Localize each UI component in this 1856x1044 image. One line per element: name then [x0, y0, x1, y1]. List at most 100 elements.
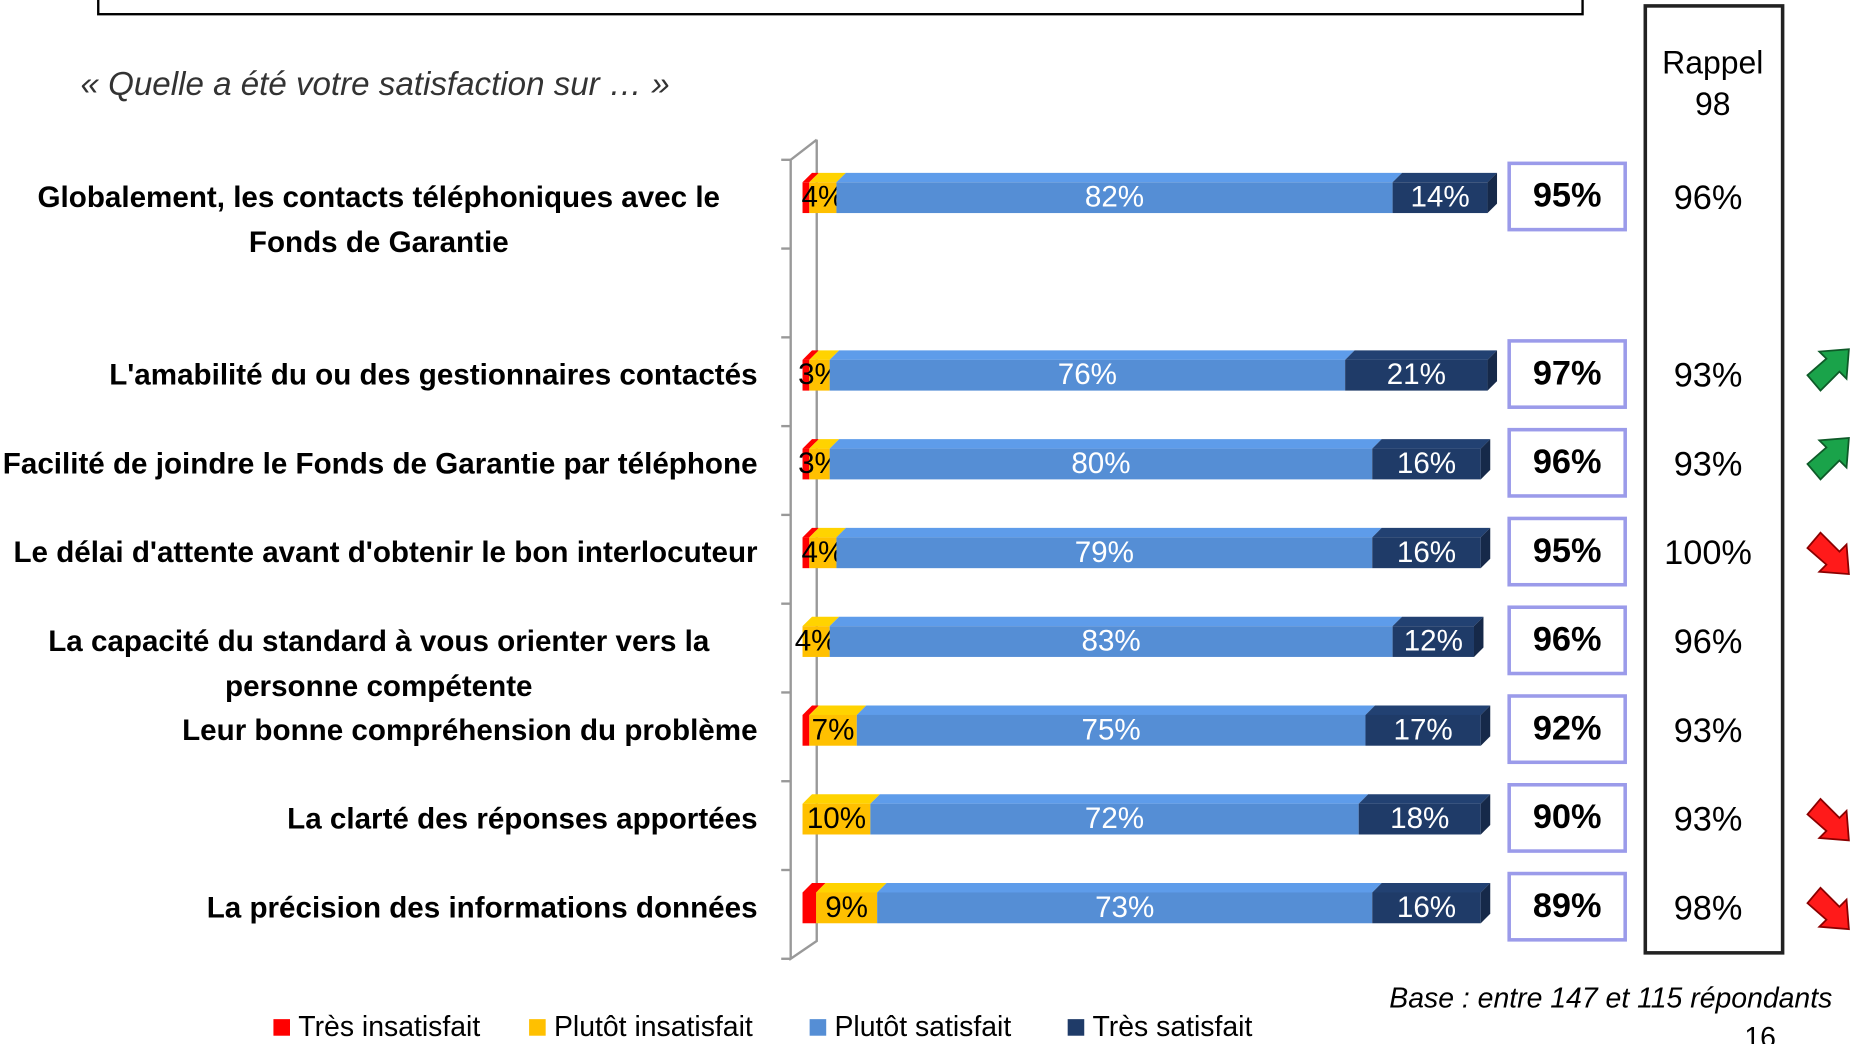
category-label-box: L'amabilité du ou des gestionnaires cont…	[0, 353, 758, 398]
bar-side	[1480, 439, 1491, 480]
bar-top	[809, 527, 846, 538]
bar-top	[1358, 794, 1491, 804]
bar-top	[802, 794, 880, 804]
total-label: 96%	[1533, 443, 1602, 481]
category-label: Globalement, les contacts téléphoniques …	[37, 181, 721, 260]
bar	[1358, 803, 1481, 835]
bar-top	[1372, 883, 1491, 893]
bar-side	[1487, 172, 1498, 214]
category-label-box: Facilité de joindre le Fonds de Garantie…	[3, 447, 758, 480]
value-label: 12%	[1404, 625, 1463, 658]
category-label: L'amabilité du ou des gestionnaires cont…	[109, 358, 758, 392]
category-label-wrap: La capacité du standard à vous orienter …	[0, 619, 758, 709]
value-label: 76%	[1058, 358, 1117, 391]
bar	[1392, 626, 1474, 657]
bar	[802, 892, 817, 924]
value-label: 80%	[1071, 447, 1130, 480]
bar-top	[802, 616, 840, 627]
trend-down-arrow	[1806, 886, 1850, 931]
category-label-box: La capacité du standard à vous orienter …	[0, 619, 758, 709]
value-label: 9%	[825, 891, 868, 924]
value-label: 16%	[1397, 447, 1456, 480]
bar	[829, 626, 1393, 657]
bar-top	[870, 794, 1369, 804]
bar	[802, 359, 810, 391]
category-label-box: La précision des informations données	[0, 885, 758, 930]
total-label: 95%	[1533, 532, 1602, 570]
bar	[816, 892, 878, 924]
rappel-value: 100%	[1664, 534, 1752, 572]
category-label-wrap: Le délai d'attente avant d'obtenir le bo…	[0, 530, 758, 575]
bar	[802, 448, 810, 480]
bar-top	[1345, 350, 1498, 360]
bar-side	[1473, 616, 1484, 657]
legend-swatch	[809, 1019, 827, 1036]
subtitle: « Quelle a été votre satisfaction sur … …	[80, 66, 669, 103]
page-number: 16	[1744, 1022, 1776, 1044]
bar-top	[816, 883, 887, 893]
bar	[809, 714, 857, 746]
total-label: 95%	[1533, 177, 1602, 215]
bar	[1345, 359, 1488, 391]
trend-down-arrow	[1806, 797, 1850, 842]
legend-label: Plutôt satisfait	[834, 1011, 1011, 1043]
category-label-box: Globalement, les contacts téléphoniques …	[0, 175, 758, 265]
total-label: 89%	[1533, 887, 1602, 925]
category-label: La capacité du standard à vous orienter …	[48, 624, 710, 704]
value-label: 73%	[1095, 891, 1154, 924]
category-label-wrap: La précision des informations données	[0, 885, 758, 930]
bar	[1392, 182, 1488, 214]
bar	[1372, 448, 1481, 480]
bar-top	[1365, 705, 1491, 715]
bar-side	[1480, 527, 1491, 569]
value-label: 7%	[812, 713, 855, 746]
rappel-frame	[1643, 4, 1785, 955]
value-label: 14%	[1410, 181, 1469, 214]
total-box	[1507, 161, 1627, 232]
trend-up-arrow	[1806, 436, 1850, 481]
bar-top	[802, 527, 819, 538]
category-label: La précision des informations données	[206, 891, 758, 925]
bar	[829, 359, 1346, 391]
top-frame	[97, 0, 1584, 16]
total-box	[1507, 605, 1627, 676]
bar	[1372, 892, 1481, 924]
rappel-value: 93%	[1674, 712, 1743, 750]
value-label: 82%	[1085, 181, 1144, 214]
bar	[809, 537, 837, 569]
bar-top	[877, 883, 1382, 893]
rappel-value: 93%	[1674, 445, 1743, 483]
bar-side	[1480, 883, 1491, 924]
bar-top	[1392, 616, 1484, 627]
bar-top	[836, 527, 1382, 538]
category-label: La clarté des réponses apportées	[287, 802, 758, 836]
bar	[809, 448, 830, 480]
legend-swatch	[1067, 1019, 1085, 1036]
total-box	[1507, 871, 1627, 942]
value-label: 17%	[1394, 713, 1453, 746]
legend-label: Très satisfait	[1093, 1011, 1253, 1043]
bar-top	[856, 705, 1375, 715]
trend-up-arrow	[1806, 348, 1850, 392]
total-box	[1507, 427, 1627, 498]
bar	[877, 892, 1373, 924]
legend-label: Plutôt insatisfait	[554, 1011, 753, 1043]
bar	[856, 714, 1366, 746]
rappel-value: 93%	[1674, 801, 1743, 839]
bar-top	[809, 439, 840, 449]
category-label-wrap: L'amabilité du ou des gestionnaires cont…	[0, 353, 758, 398]
category-label-wrap: Globalement, les contacts téléphoniques …	[0, 175, 758, 265]
value-label: 79%	[1075, 536, 1134, 569]
bar-top	[1372, 527, 1491, 538]
bar-top	[1372, 439, 1491, 449]
bar	[802, 626, 830, 657]
total-box	[1507, 516, 1627, 587]
category-label-wrap: La clarté des réponses apportées	[0, 797, 758, 842]
total-label: 90%	[1533, 798, 1602, 836]
value-label: 72%	[1085, 802, 1144, 835]
legend-label: Très insatisfait	[298, 1011, 480, 1043]
value-label: 16%	[1397, 536, 1456, 569]
rappel-value: 93%	[1674, 357, 1743, 395]
category-label: Leur bonne compréhension du problème	[182, 713, 758, 747]
bar	[870, 803, 1359, 835]
